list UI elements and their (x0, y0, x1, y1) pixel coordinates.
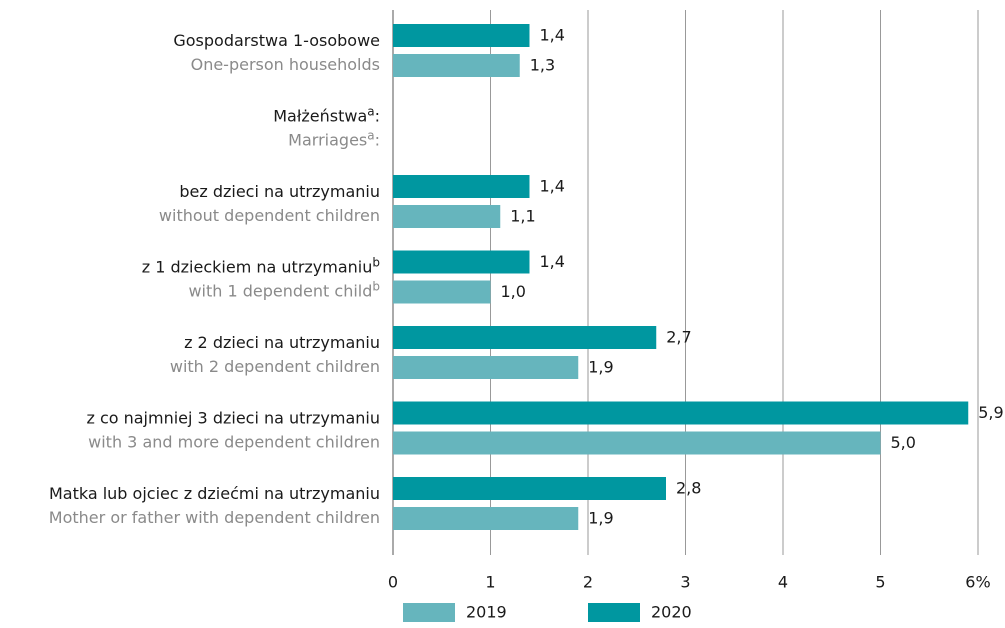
value-label: 1,4 (540, 26, 565, 45)
legend-label: 2020 (651, 603, 692, 622)
x-tick-label: 0 (388, 573, 398, 592)
x-tick-label: 2 (583, 573, 593, 592)
category-text: bez dzieci na utrzymaniu (179, 182, 380, 201)
category-label: One-person households (191, 55, 380, 74)
bar (393, 401, 969, 425)
category-text: z 2 dzieci na utrzymaniu (184, 333, 380, 352)
category-text: z 1 dzieckiem na utrzymaniu (142, 257, 373, 276)
category-label: bez dzieci na utrzymaniu (179, 182, 380, 201)
category-text: without dependent children (159, 206, 380, 225)
footnote-mark: b (372, 255, 380, 269)
value-label: 5,0 (891, 433, 916, 452)
bar (393, 356, 579, 379)
category-text: Mother or father with dependent children (49, 508, 380, 527)
x-tick-label: 4 (778, 573, 788, 592)
value-label: 2,8 (676, 479, 701, 498)
x-tick-label: 3 (680, 573, 690, 592)
x-tick-label: 1 (485, 573, 495, 592)
value-label: 1,1 (510, 207, 535, 226)
bar (393, 477, 666, 500)
bar (393, 431, 881, 455)
bar (393, 280, 491, 304)
value-label: 1,3 (530, 56, 555, 75)
category-text: with 1 dependent child (188, 281, 372, 300)
bar (393, 175, 530, 198)
bar (393, 250, 530, 274)
value-label: 1,9 (588, 509, 613, 528)
bar (393, 326, 657, 349)
value-label: 1,4 (540, 252, 565, 271)
category-label: with 1 dependent childb (188, 279, 380, 300)
category-label: Matka lub ojciec z dziećmi na utrzymaniu (49, 484, 380, 503)
category-text: z co najmniej 3 dzieci na utrzymaniu (86, 408, 380, 427)
category-label: z 2 dzieci na utrzymaniu (184, 333, 380, 352)
value-label: 2,7 (666, 328, 691, 347)
category-label: z co najmniej 3 dzieci na utrzymaniu (86, 408, 380, 427)
category-label: without dependent children (159, 206, 380, 225)
bar (393, 507, 579, 530)
colon: : (375, 106, 380, 125)
x-tick-label: 6% (965, 573, 990, 592)
category-label: Marriagesa: (288, 128, 380, 149)
x-tick-label: 5 (875, 573, 885, 592)
category-text: with 3 and more dependent children (88, 432, 380, 451)
category-label: with 2 dependent children (170, 357, 380, 376)
category-label: z 1 dzieckiem na utrzymaniub (142, 255, 380, 276)
category-label: with 3 and more dependent children (88, 432, 380, 451)
category-label: Mother or father with dependent children (49, 508, 380, 527)
category-label: Małżeństwaa: (273, 104, 380, 125)
value-label: 1,9 (588, 358, 613, 377)
bar (393, 24, 530, 47)
legend-swatch (403, 603, 455, 622)
category-text: Marriages (288, 130, 367, 149)
bar (393, 54, 520, 77)
category-text: Gospodarstwa 1-osobowe (173, 31, 380, 50)
footnote-mark: a (367, 128, 374, 142)
value-label: 5,9 (978, 403, 1003, 422)
category-text: One-person households (191, 55, 380, 74)
value-label: 1,0 (501, 282, 526, 301)
value-label: 1,4 (540, 177, 565, 196)
category-text: Małżeństwa (273, 106, 367, 125)
legend-swatch (588, 603, 640, 622)
colon: : (375, 130, 380, 149)
category-label: Gospodarstwa 1-osobowe (173, 31, 380, 50)
category-text: Matka lub ojciec z dziećmi na utrzymaniu (49, 484, 380, 503)
footnote-mark: a (367, 104, 374, 118)
category-text: with 2 dependent children (170, 357, 380, 376)
bar (393, 205, 501, 228)
legend-label: 2019 (466, 603, 507, 622)
footnote-mark: b (372, 279, 380, 293)
